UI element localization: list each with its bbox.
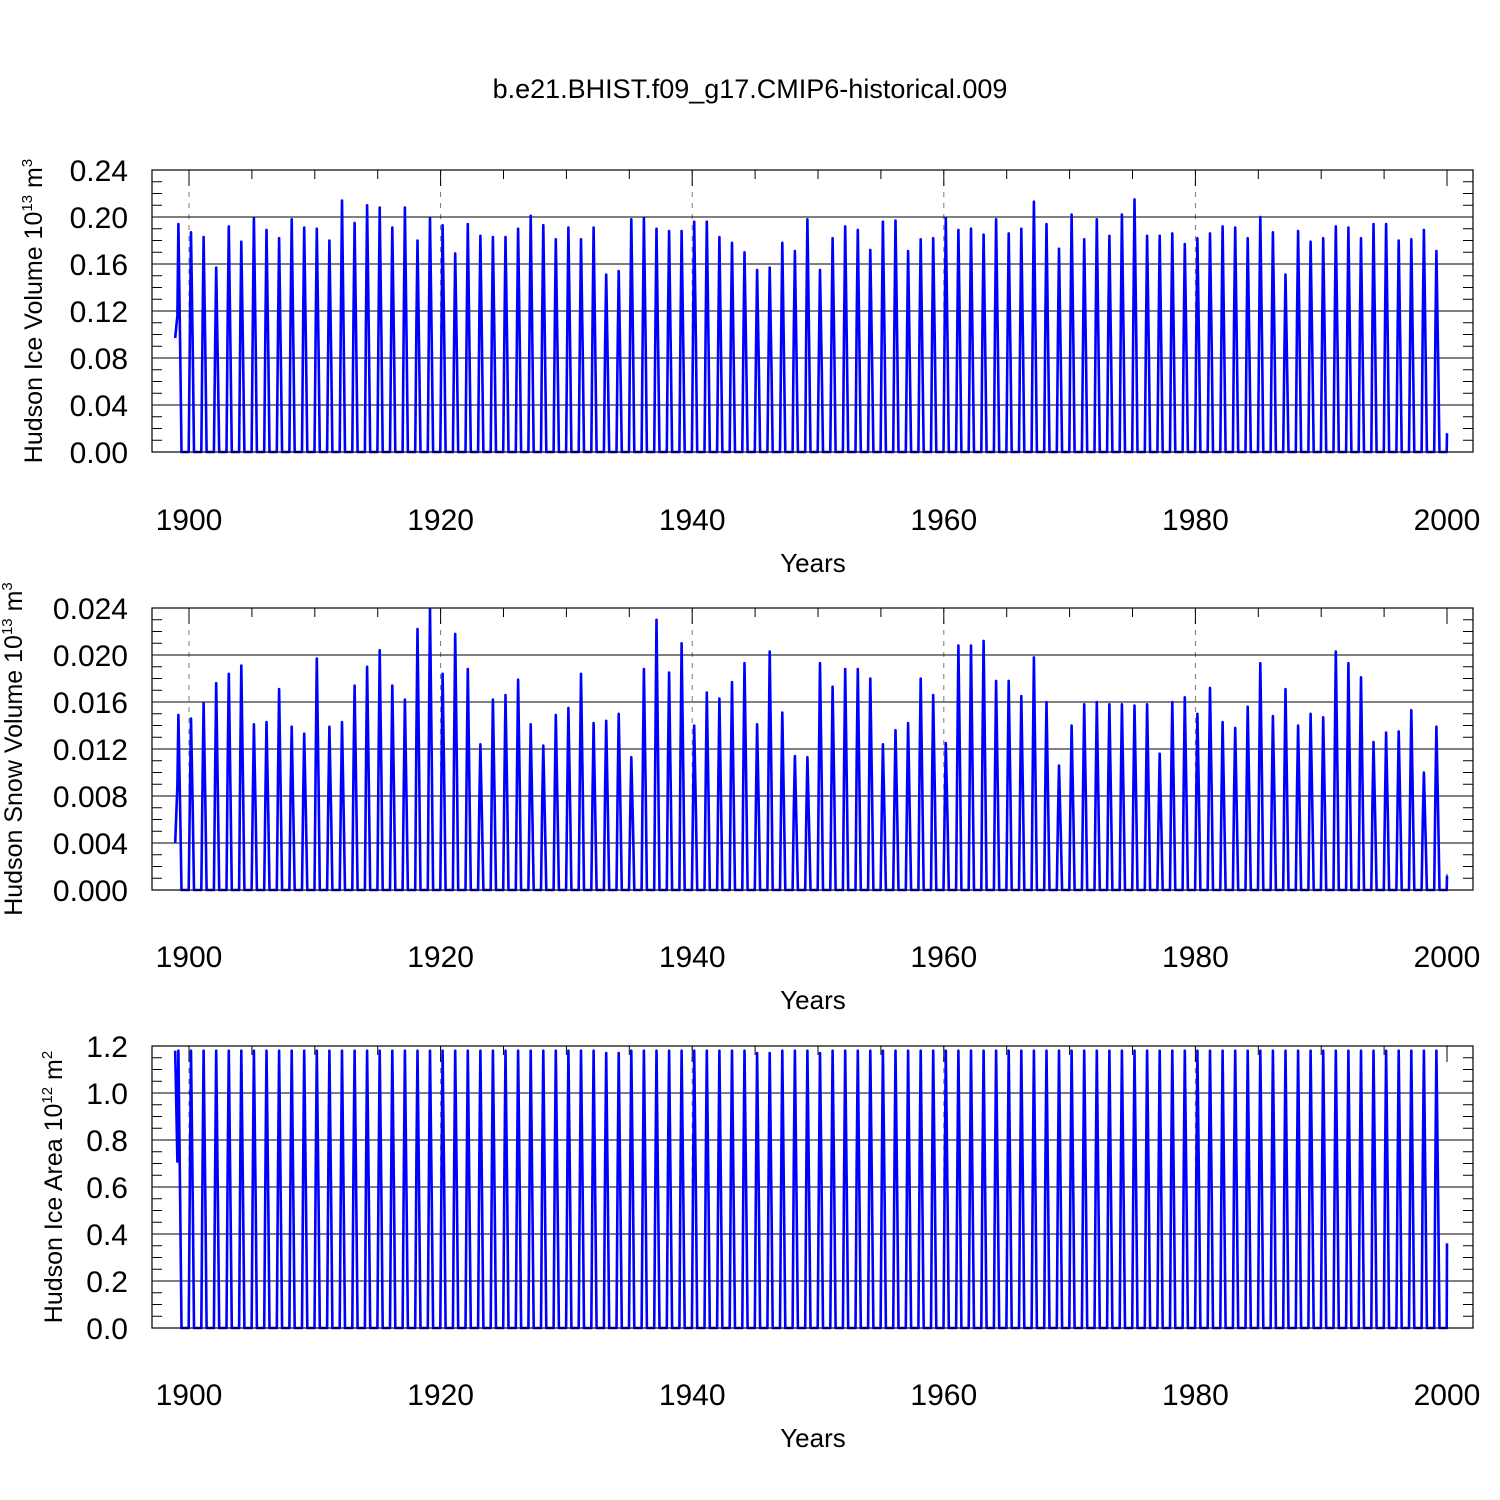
ytick-label: 0.4 (86, 1219, 128, 1252)
xtick-label: 1980 (1162, 504, 1229, 537)
y-axis-label-unit-exp: 2 (39, 1051, 56, 1059)
y-axis-label-unit-exp: 3 (0, 582, 16, 590)
y-axis-label-main: Hudson Snow Volume 10 (0, 635, 28, 916)
xtick-label: 2000 (1414, 1379, 1481, 1412)
snow-volume-panel: 0.000 0.004 0.008 0.012 0.016 0.020 0.024 1900 1… (0, 582, 1480, 1015)
ytick-label: 0.0 (86, 1313, 128, 1346)
y-axis-label-unit: m (20, 167, 48, 195)
ytick-label: 0.24 (70, 155, 128, 188)
plot-frame (151, 169, 1474, 453)
ytick-label: 0.004 (53, 828, 128, 861)
xtick-label: 1980 (1162, 941, 1229, 974)
y-axis-label: Hudson Snow Volume 1013 m3 (0, 582, 28, 916)
ytick-label: 0.00 (70, 437, 128, 470)
ytick-label: 0.08 (70, 343, 128, 376)
ytick-label: 0.012 (53, 734, 128, 767)
xtick-label: 1940 (659, 504, 726, 537)
ice-area-panel: 0.0 0.2 0.4 0.6 0.8 1.0 1.2 1900 1920 1940 1960 198… (39, 1031, 1480, 1453)
xtick-label: 1940 (659, 941, 726, 974)
ytick-label: 1.2 (86, 1031, 128, 1064)
xtick-label: 2000 (1414, 941, 1481, 974)
ytick-label: 0.008 (53, 781, 128, 814)
ytick-label: 0.2 (86, 1266, 128, 1299)
ytick-label: 0.020 (53, 640, 128, 673)
x-axis-label: Years (780, 1423, 846, 1453)
x-axis-label: Years (780, 985, 846, 1015)
series-line (173, 607, 1449, 892)
xtick-label: 1900 (156, 1379, 223, 1412)
x-axis-label: Years (780, 548, 846, 578)
y-axis-label-main: Hudson Ice Area 10 (40, 1104, 68, 1324)
xtick-label: 1920 (407, 1379, 474, 1412)
xtick-label: 1900 (156, 504, 223, 537)
ytick-label: 0.016 (53, 687, 128, 720)
xtick-label: 1980 (1162, 1379, 1229, 1412)
xtick-label: 1900 (156, 941, 223, 974)
y-axis-label: Hudson Ice Volume 1013 m3 (19, 159, 48, 463)
series-line (173, 1049, 1449, 1330)
ytick-label: 1.0 (86, 1078, 128, 1111)
y-axis-label-exp: 13 (0, 618, 16, 635)
xtick-label: 2000 (1414, 504, 1481, 537)
y-axis-label-unit-exp: 3 (19, 159, 36, 167)
y-axis-label-exp: 13 (19, 195, 36, 212)
ytick-label: 0.8 (86, 1125, 128, 1158)
ytick-label: 0.16 (70, 249, 128, 282)
y-axis-label-exp: 12 (39, 1087, 56, 1104)
ice-volume-panel: 0.00 0.04 0.08 0.12 0.16 0.20 0.24 1900 1920 1940… (19, 155, 1480, 578)
y-axis-label-main: Hudson Ice Volume 10 (20, 212, 48, 464)
y-axis-label-unit: m (0, 591, 28, 619)
xtick-label: 1960 (910, 941, 977, 974)
figure-title: b.e21.BHIST.f09_g17.CMIP6-historical.009 (493, 74, 1008, 104)
plot-frame (151, 607, 1474, 891)
plot-frame (151, 1045, 1474, 1329)
ytick-label: 0.04 (70, 390, 128, 423)
ytick-label: 0.12 (70, 296, 128, 329)
series-line (173, 198, 1449, 454)
xtick-label: 1920 (407, 504, 474, 537)
ytick-label: 0.000 (53, 875, 128, 908)
xtick-label: 1940 (659, 1379, 726, 1412)
xtick-label: 1960 (910, 1379, 977, 1412)
ytick-label: 0.20 (70, 202, 128, 235)
ytick-label: 0.024 (53, 593, 128, 626)
ytick-label: 0.6 (86, 1172, 128, 1205)
xtick-label: 1920 (407, 941, 474, 974)
y-axis-label: Hudson Ice Area 1012 m2 (39, 1051, 68, 1323)
xtick-label: 1960 (910, 504, 977, 537)
y-axis-label-unit: m (40, 1059, 68, 1087)
